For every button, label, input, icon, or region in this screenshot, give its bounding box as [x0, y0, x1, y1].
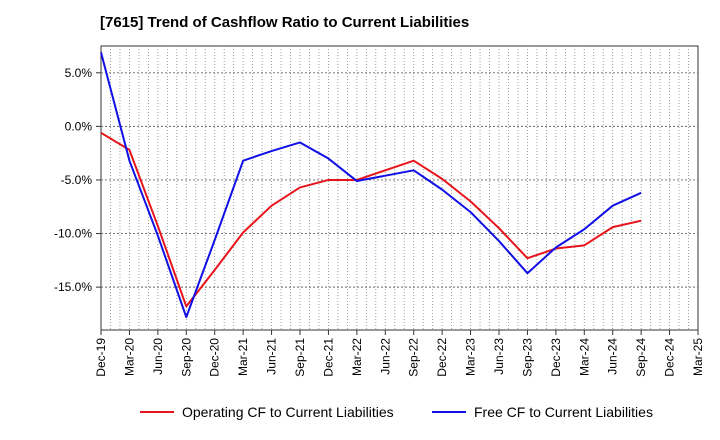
x-tick-label: Mar-21 [236, 338, 250, 376]
legend-swatch-free-cf [432, 411, 466, 413]
x-tick-label: Mar-20 [122, 338, 136, 376]
x-tick-label: Sep-21 [293, 338, 307, 377]
x-tick-label: Mar-25 [691, 338, 705, 376]
x-tick-label: Dec-24 [663, 338, 677, 377]
legend-label-operating-cf: Operating CF to Current Liabilities [182, 404, 394, 420]
series-layer [100, 52, 642, 319]
y-tick-label: -5.0% [61, 173, 93, 187]
x-tick-label: Mar-24 [577, 338, 591, 376]
chart-title: [7615] Trend of Cashflow Ratio to Curren… [100, 14, 470, 31]
x-tick-label: Dec-20 [208, 338, 222, 377]
x-tick-label: Jun-21 [265, 338, 279, 375]
x-tick-label: Dec-19 [94, 338, 108, 377]
x-tick-label: Sep-23 [520, 338, 534, 377]
x-tick-label: Sep-20 [179, 338, 193, 377]
x-tick-label: Mar-22 [350, 338, 364, 376]
y-tick-label: -15.0% [54, 280, 92, 294]
legend-swatch-operating-cf [140, 411, 174, 413]
x-tick-label: Sep-24 [634, 338, 648, 377]
x-tick-label: Mar-23 [464, 338, 478, 376]
series-line-free-cf [100, 52, 642, 319]
y-axis-ticks: 5.0% 0.0% -5.0% -10.0% -15.0% [54, 66, 101, 294]
x-tick-label: Dec-21 [321, 338, 335, 377]
x-tick-label: Jun-22 [378, 338, 392, 375]
x-tick-label: Jun-20 [151, 338, 165, 375]
plot-frame [100, 45, 699, 331]
series-line-operating-cf [100, 131, 642, 308]
horizontal-gridlines [101, 72, 698, 288]
y-tick-label: -10.0% [54, 227, 92, 241]
x-tick-label: Jun-23 [492, 338, 506, 375]
y-tick-label: 5.0% [65, 66, 93, 80]
y-tick-label: 0.0% [65, 119, 93, 133]
legend-label-free-cf: Free CF to Current Liabilities [474, 404, 653, 420]
x-tick-label: Sep-22 [407, 338, 421, 377]
x-axis-ticks: Dec-19 Mar-20 Jun-20 Sep-20 Dec-20 Mar-21 Jun-… [94, 330, 705, 377]
legend-item-free-cf: Free CF to Current Liabilities [432, 404, 653, 420]
vertical-gridlines [110, 46, 689, 330]
x-tick-label: Dec-22 [435, 338, 449, 377]
x-tick-label: Jun-24 [606, 338, 620, 375]
x-tick-label: Dec-23 [549, 338, 563, 377]
legend-item-operating-cf: Operating CF to Current Liabilities [140, 404, 394, 420]
